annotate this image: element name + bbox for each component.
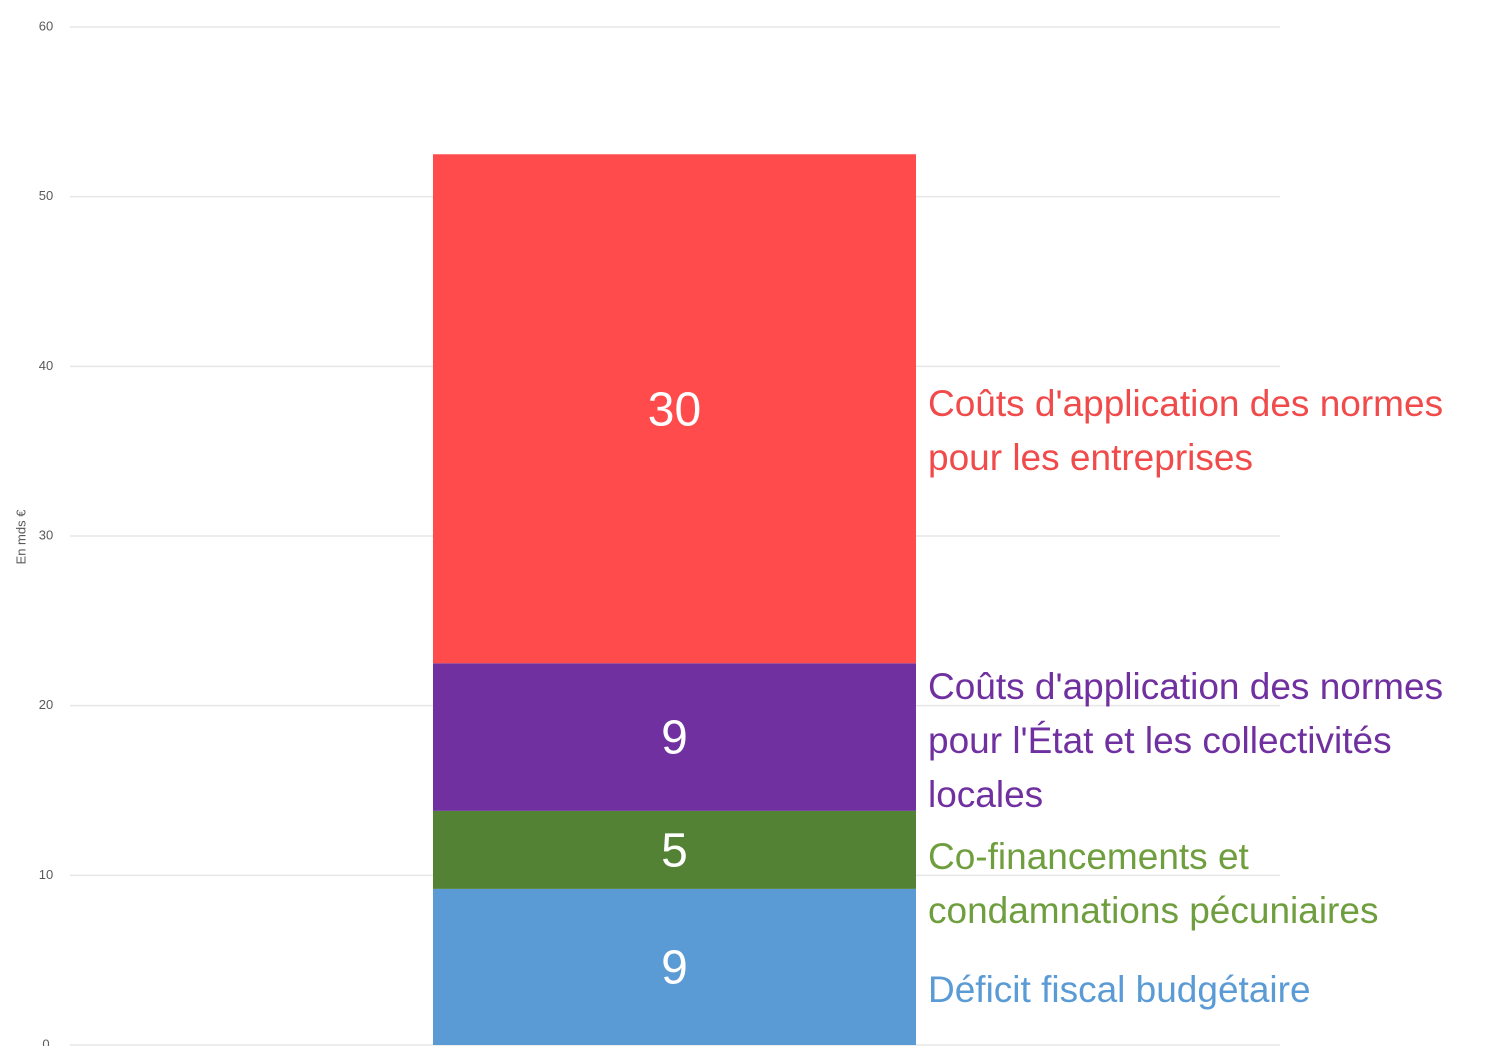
bar-segment — [433, 663, 916, 811]
y-tick-label: 30 — [39, 527, 53, 542]
series-label: Déficit fiscal budgétaire — [928, 969, 1311, 1010]
y-tick-label: 60 — [39, 18, 53, 33]
data-label: 9 — [661, 942, 688, 995]
y-tick-label: 20 — [39, 697, 53, 712]
y-tick-label: 50 — [39, 188, 53, 203]
y-axis-label: En mds € — [13, 509, 28, 565]
bar-segment — [433, 888, 916, 1045]
data-label: 30 — [648, 383, 701, 436]
bar-segment — [433, 810, 916, 889]
series-label: Coûts d'application des normes pour l'Ét… — [928, 666, 1444, 815]
data-label: 9 — [661, 712, 688, 765]
series-label: Coûts d'application des normes pour les … — [928, 383, 1444, 478]
data-label: 5 — [661, 825, 688, 878]
y-tick-label: 40 — [39, 358, 53, 373]
y-tick-label: 10 — [39, 867, 53, 882]
series-label: Co-financements et condamnations pécunia… — [928, 836, 1379, 931]
y-tick-label: 0 — [42, 1036, 49, 1046]
bar-segment — [433, 154, 916, 664]
